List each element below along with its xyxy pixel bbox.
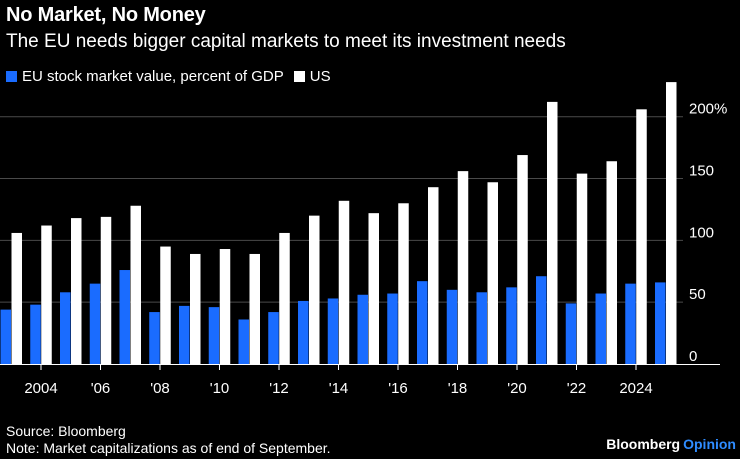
bar-us-2005 <box>71 218 82 364</box>
bar-eu-2005 <box>60 292 71 364</box>
x-tick-label: '10 <box>210 380 230 397</box>
chart-subtitle: The EU needs bigger capital markets to m… <box>6 31 566 52</box>
x-tick-label: '22 <box>567 380 587 397</box>
bar-eu-2019 <box>476 292 487 364</box>
legend-label-eu: EU stock market value, percent of GDP <box>22 68 284 85</box>
bar-us-2016 <box>398 203 409 364</box>
bar-us-2022 <box>576 173 588 364</box>
y-tick-label: 50 <box>689 286 706 303</box>
y-tick-label: 200% <box>689 101 727 118</box>
x-tick-label: '16 <box>388 380 408 397</box>
bar-us-2013 <box>309 215 320 364</box>
x-tick-label: '18 <box>448 380 468 397</box>
axes: 0 50 100 150 200% 2004 '06 '08 '10 '12 '14 '16 '18 '2… <box>0 101 727 397</box>
bar-us-2020 <box>517 155 528 364</box>
bar-eu-2006 <box>89 283 101 364</box>
bar-us-2024 <box>636 109 647 365</box>
bar-eu-2016 <box>387 293 398 364</box>
bar-eu-2022 <box>565 303 577 364</box>
bar-us-2014 <box>338 200 350 364</box>
legend-item-eu: EU stock market value, percent of GDP <box>6 68 284 85</box>
bar-us-2012 <box>279 232 290 364</box>
bar-eu-2012 <box>268 312 279 364</box>
legend-swatch-us <box>293 71 305 82</box>
bar-eu-2010 <box>208 307 220 364</box>
bar-eu-2018 <box>446 289 458 364</box>
legend-swatch-eu <box>6 71 17 82</box>
bar-us-2003 <box>11 232 22 364</box>
bar-eu-2023 <box>595 293 606 364</box>
x-tick-label: '12 <box>269 380 289 397</box>
source-note: Source: Bloomberg <box>6 423 126 439</box>
bar-us-2017 <box>428 187 439 364</box>
chart-title: No Market, No Money <box>6 4 206 26</box>
bar-us-2015 <box>368 213 379 364</box>
x-tick-label: '14 <box>329 380 349 397</box>
bar-us-2019 <box>487 182 498 364</box>
legend-item-us: US <box>293 68 331 85</box>
bar-eu-2004 <box>30 304 41 364</box>
bar-us-2009 <box>190 253 201 364</box>
bar-eu-2007 <box>119 270 130 364</box>
bar-eu-2015 <box>357 294 368 364</box>
bar-eu-2013 <box>298 300 309 364</box>
brand-suffix: Opinion <box>683 436 736 452</box>
bar-eu-2017 <box>417 281 428 364</box>
x-tick-label: '20 <box>507 380 527 397</box>
bar-eu-2008 <box>149 312 160 364</box>
bar-us-2007 <box>130 205 141 364</box>
y-tick-label: 150 <box>689 163 714 180</box>
bar-us-2023 <box>606 161 617 364</box>
bar-eu-2014 <box>327 298 339 364</box>
bar-eu-2021 <box>536 276 547 364</box>
bar-eu-2011 <box>238 319 249 364</box>
bar-eu-2025 <box>655 282 666 364</box>
brand-logo: Bloomberg Opinion <box>606 436 736 452</box>
chart-legend: EU stock market value, percent of GDP US <box>6 68 341 85</box>
footnote: Note: Market capitalizations as of end o… <box>6 440 331 456</box>
x-tick-label: '08 <box>150 380 170 397</box>
bar-eu-2024 <box>625 283 636 364</box>
y-tick-label: 0 <box>689 348 697 365</box>
y-tick-label: 100 <box>689 224 714 241</box>
bar-us-2004 <box>41 225 52 364</box>
bar-eu-2003 <box>0 309 11 364</box>
legend-label-us: US <box>309 68 331 85</box>
bar-us-2011 <box>249 253 260 364</box>
bar-us-2025 <box>666 82 677 364</box>
bar-us-2006 <box>100 216 112 364</box>
bars <box>0 82 677 365</box>
bar-us-2010 <box>219 249 231 364</box>
brand-name: Bloomberg <box>606 436 681 452</box>
x-tick-label: '06 <box>91 380 111 397</box>
bar-eu-2020 <box>506 287 517 364</box>
x-tick-label: 2004 <box>24 380 57 397</box>
bar-chart: 0 50 100 150 200% 2004 '06 '08 '10 '12 '14 '16 '18 '2… <box>0 82 727 397</box>
bar-us-2008 <box>160 246 171 364</box>
x-tick-label: 2024 <box>619 380 652 397</box>
bar-eu-2009 <box>179 305 190 364</box>
bar-us-2018 <box>457 171 469 364</box>
bar-us-2021 <box>547 101 558 365</box>
